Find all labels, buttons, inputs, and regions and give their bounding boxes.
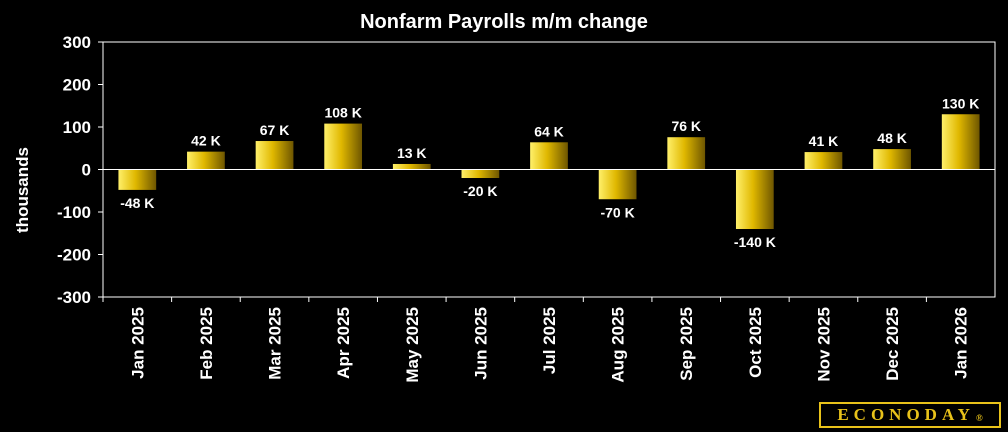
chart-title: Nonfarm Payrolls m/m change [360,11,648,33]
bar-mar-2025 [255,141,294,170]
y-tick-label: -300 [57,288,91,307]
data-label: -48 K [120,195,154,211]
bar-jun-2025 [461,169,500,178]
x-tick-label: Jun 2025 [471,307,490,380]
bar-jan-2025 [118,169,157,190]
x-tick-label: Nov 2025 [814,307,833,382]
x-tick-label: Apr 2025 [334,307,353,379]
data-labels: -48 K 42 K 67 K 108 K 13 K -20 K 64 K -70 K 76 K… [120,95,979,250]
data-label: 130 K [942,95,979,111]
data-label: 41 K [809,133,839,149]
x-tick-label: Jan 2026 [952,307,971,379]
data-label: 42 K [191,133,221,149]
y-axis-label: thousands [13,147,32,233]
data-label: -140 K [734,234,776,250]
bar-series [118,114,980,229]
data-label: -70 K [600,204,634,220]
y-tick-label: -200 [57,246,91,265]
x-tick-label: Sep 2025 [677,307,696,381]
econoday-logo: ECONODAY ® [819,402,1001,428]
x-tick-label: Mar 2025 [266,307,285,380]
y-tick-label: 300 [63,33,91,52]
bar-may-2025 [392,163,431,170]
y-tick-label: 100 [63,118,91,137]
y-axis-ticks: 300 200 100 0 -100 -200 -300 [57,33,103,307]
x-tick-label: Dec 2025 [883,307,902,381]
x-tick-label: Oct 2025 [746,307,765,378]
bar-apr-2025 [324,123,363,170]
y-tick-label: -100 [57,203,91,222]
data-label: 64 K [534,123,564,139]
bar-dec-2025 [873,149,911,170]
y-tick-label: 0 [82,161,91,180]
bar-aug-2025 [598,169,637,200]
x-tick-label: May 2025 [403,307,422,383]
data-label: 48 K [877,130,907,146]
data-label: 76 K [671,118,701,134]
bar-feb-2025 [187,151,225,170]
data-label: 67 K [260,122,290,138]
x-tick-label: Aug 2025 [609,307,628,383]
bar-sep-2025 [667,137,706,170]
payrolls-chart: Nonfarm Payrolls m/m change thousands 30… [13,11,996,383]
bar-jul-2025 [530,142,568,170]
bar-nov-2025 [804,152,843,170]
registered-mark: ® [975,413,983,423]
x-tick-label: Jan 2025 [128,307,147,379]
y-tick-label: 200 [63,76,91,95]
bar-oct-2025 [735,169,774,229]
x-tick-label: Jul 2025 [540,307,559,374]
logo-text: ECONODAY [837,405,975,424]
data-label: 13 K [397,145,427,161]
bar-jan-2026 [941,114,980,170]
data-label: 108 K [324,105,361,121]
data-label: -20 K [463,183,497,199]
x-tick-label: Feb 2025 [197,307,216,380]
x-axis-ticks: Jan 2025 Feb 2025 Mar 2025 Apr 2025 May 2025… [102,297,971,383]
